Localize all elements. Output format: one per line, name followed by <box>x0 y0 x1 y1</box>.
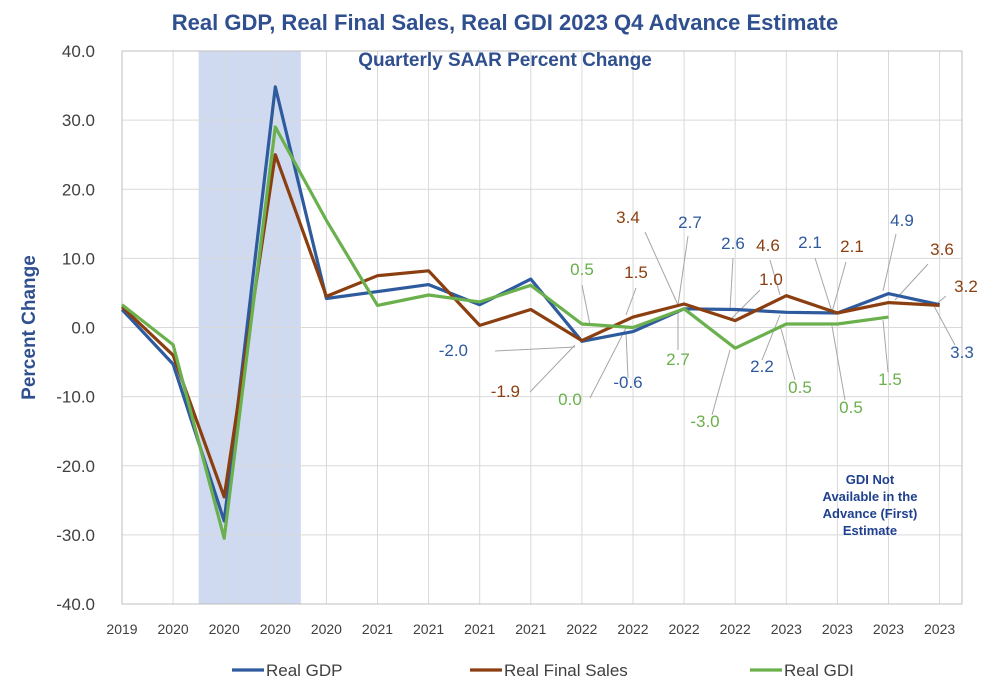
x-tick-label: 2021 <box>515 621 546 637</box>
series-line-real-gdi <box>121 125 889 540</box>
callout-leader-line <box>581 284 591 326</box>
data-label: 0.5 <box>570 260 594 279</box>
callout-leader-line <box>894 263 929 301</box>
callout-leader-line <box>625 287 637 316</box>
x-tick-label: 2022 <box>669 621 700 637</box>
data-label: 3.4 <box>616 208 640 227</box>
data-label: 0.0 <box>558 390 582 409</box>
data-label: -0.6 <box>613 373 642 392</box>
data-label: -1.9 <box>491 382 520 401</box>
x-tick-label: 2020 <box>311 621 342 637</box>
x-tick-label: 2021 <box>413 621 444 637</box>
data-label: 2.1 <box>798 233 822 252</box>
legend-entry: Real GDI <box>784 661 854 680</box>
y-tick-label: -10.0 <box>56 388 95 407</box>
data-label: 0.5 <box>788 378 812 397</box>
annotation-text: Advance (First) <box>823 506 918 521</box>
annotation-text: Estimate <box>843 523 897 538</box>
data-label: -2.0 <box>439 341 468 360</box>
x-tick-label: 2022 <box>566 621 597 637</box>
legend-entry: Real Final Sales <box>504 661 628 680</box>
callout-leader-line <box>831 325 846 401</box>
annotation-text: Available in the <box>823 489 918 504</box>
data-label: 2.6 <box>721 234 745 253</box>
x-tick-label: 2022 <box>720 621 751 637</box>
data-label: 2.7 <box>666 350 690 369</box>
y-tick-label: -20.0 <box>56 457 95 476</box>
callout-leader-line <box>933 305 956 346</box>
callout-leader-line <box>769 259 781 296</box>
x-tick-label: 2021 <box>362 621 393 637</box>
x-tick-label: 2021 <box>464 621 495 637</box>
callout-leader-line <box>761 314 781 361</box>
callout-leader-line <box>529 344 576 393</box>
callout-leader-line <box>882 319 889 373</box>
x-tick-label: 2023 <box>873 621 904 637</box>
callout-leader-line <box>831 261 847 313</box>
x-tick-label: 2023 <box>822 621 853 637</box>
x-tick-label: 2020 <box>158 621 189 637</box>
callout-leader-line <box>882 233 897 292</box>
callout-leader-line <box>814 257 833 313</box>
data-label: 4.9 <box>890 211 914 230</box>
y-tick-label: 10.0 <box>62 249 95 268</box>
callout-leader-line <box>711 349 731 416</box>
data-label: 3.6 <box>930 240 954 259</box>
y-tick-label: 20.0 <box>62 180 95 199</box>
callout-leader-line <box>729 289 761 321</box>
callout-leader-line <box>589 327 627 399</box>
y-tick-label: -40.0 <box>56 595 95 614</box>
y-tick-label: -30.0 <box>56 526 95 545</box>
data-label: 2.7 <box>678 213 702 232</box>
callout-leader-line <box>677 235 689 306</box>
callout-leader-line <box>494 346 576 352</box>
callout-leader-line <box>644 231 679 306</box>
data-label: 1.5 <box>624 263 648 282</box>
x-tick-label: 2023 <box>924 621 955 637</box>
x-tick-label: 2020 <box>209 621 240 637</box>
y-tick-label: 40.0 <box>62 42 95 61</box>
callout-leader-line <box>779 324 796 381</box>
data-label: 1.5 <box>878 370 902 389</box>
y-tick-label: 30.0 <box>62 111 95 130</box>
data-label: 3.2 <box>954 277 978 296</box>
annotation-text: GDI Not <box>846 472 895 487</box>
chart-title: Real GDP, Real Final Sales, Real GDI 202… <box>172 10 838 35</box>
series-line-real-gdp <box>120 85 940 523</box>
x-tick-label: 2023 <box>771 621 802 637</box>
data-label: 0.5 <box>839 398 863 417</box>
callout-leader-line <box>729 257 734 311</box>
data-label: 3.3 <box>950 343 974 362</box>
y-axis-label: Percent Change <box>19 255 40 400</box>
x-tick-label: 2020 <box>260 621 291 637</box>
chart-subtitle: Quarterly SAAR Percent Change <box>358 50 652 71</box>
y-tick-label: 0.0 <box>71 319 95 338</box>
data-label: 1.0 <box>759 270 783 289</box>
data-label: 2.1 <box>840 237 864 256</box>
data-label: 4.6 <box>756 236 780 255</box>
data-label: 2.2 <box>750 357 774 376</box>
legend-entry: Real GDP <box>266 661 343 680</box>
plot-area <box>121 50 963 605</box>
x-tick-label: 2022 <box>617 621 648 637</box>
x-tick-label: 2019 <box>106 621 137 637</box>
callout-leader-line <box>625 331 629 379</box>
data-label: -3.0 <box>690 412 719 431</box>
